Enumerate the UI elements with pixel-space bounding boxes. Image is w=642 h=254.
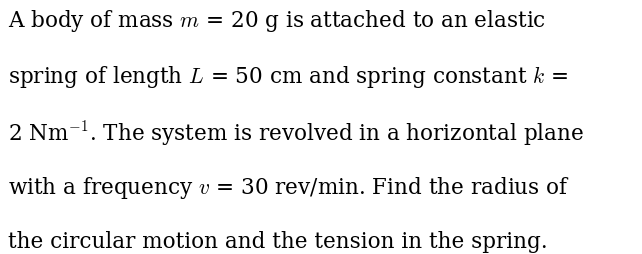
Text: with a frequency $v$ = 30 rev/min. Find the radius of: with a frequency $v$ = 30 rev/min. Find …	[8, 175, 569, 201]
Text: the circular motion and the tension in the spring.: the circular motion and the tension in t…	[8, 231, 548, 253]
Text: spring of length $L$ = 50 cm and spring constant $k$ =: spring of length $L$ = 50 cm and spring …	[8, 64, 568, 89]
Text: 2 Nm$^{-1}$. The system is revolved in a horizontal plane: 2 Nm$^{-1}$. The system is revolved in a…	[8, 119, 584, 148]
Text: A body of mass $m$ = 20 g is attached to an elastic: A body of mass $m$ = 20 g is attached to…	[8, 8, 546, 34]
